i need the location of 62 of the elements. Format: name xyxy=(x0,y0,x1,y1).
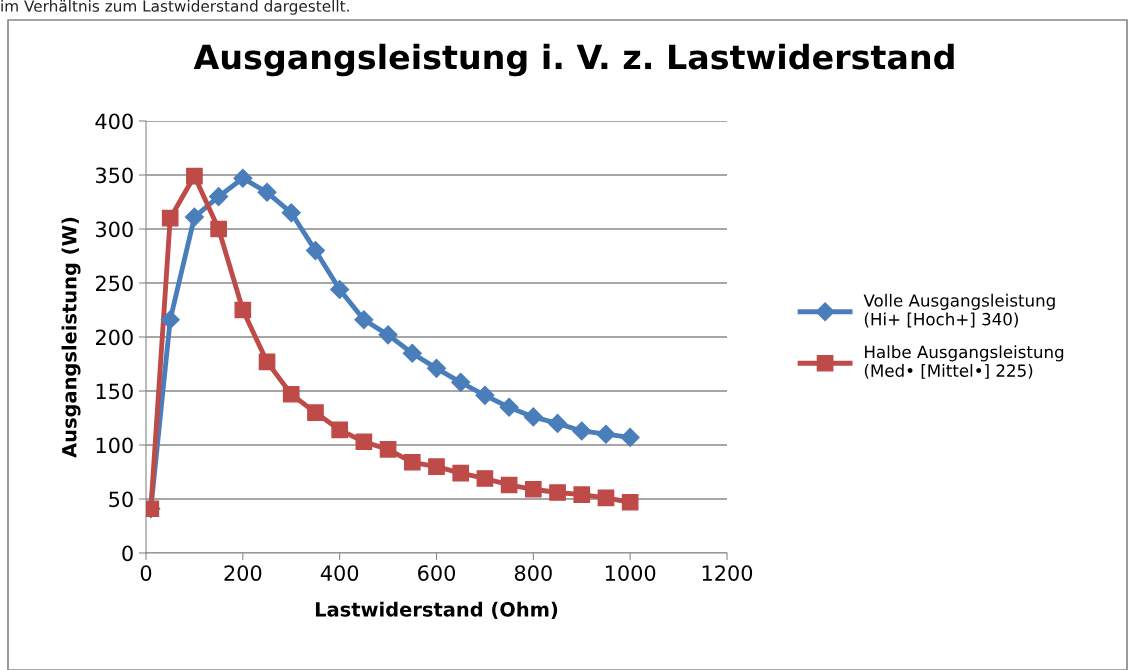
x-tick-label: 0 xyxy=(140,565,152,581)
y-axis-title: Ausgangsleistung (W) xyxy=(61,217,81,458)
point xyxy=(620,427,640,447)
y-tick-label: 50 xyxy=(109,491,133,508)
point xyxy=(258,353,276,371)
point xyxy=(160,310,180,330)
point xyxy=(281,203,301,223)
y-tick-label: 350 xyxy=(96,167,133,184)
x-tick-label: 200 xyxy=(224,565,262,581)
y-tick-label: 200 xyxy=(95,329,133,346)
legend-label: Volle Ausgangsleistung (Hi+ [Hoch+] 340) xyxy=(863,293,1055,328)
point xyxy=(209,187,229,207)
point xyxy=(524,480,542,498)
point xyxy=(330,279,350,300)
point xyxy=(378,325,398,345)
point xyxy=(549,484,566,501)
y-tick-label: 300 xyxy=(96,221,133,238)
text: im Verhältnis zum Lastwiderstand dargestellt. xyxy=(1,0,349,15)
point xyxy=(379,440,397,458)
y-tick-label: 250 xyxy=(95,275,133,292)
point xyxy=(257,182,277,202)
x-axis-title: Lastwiderstand (Ohm) xyxy=(315,601,558,619)
y-tick-label: 100 xyxy=(96,437,133,454)
point xyxy=(354,310,374,330)
point xyxy=(548,413,568,433)
point xyxy=(499,397,519,417)
y-tick-label: 150 xyxy=(96,383,133,400)
x-tick-label: 600 xyxy=(418,565,455,581)
point xyxy=(403,453,421,471)
point xyxy=(597,489,615,507)
point xyxy=(234,301,252,319)
point xyxy=(184,207,204,227)
point xyxy=(621,493,639,511)
point xyxy=(161,209,179,227)
point xyxy=(210,220,227,238)
point xyxy=(572,421,592,441)
point xyxy=(402,343,422,363)
point xyxy=(523,407,543,427)
chart-title: Ausgangsleistung i. V. z. Lastwiderstand xyxy=(193,43,954,77)
point xyxy=(596,424,616,444)
point xyxy=(355,433,373,451)
x-tick-label: 400 xyxy=(320,565,359,581)
point xyxy=(573,486,591,504)
point xyxy=(452,464,470,482)
point xyxy=(305,241,325,261)
x-tick-label: 800 xyxy=(514,565,552,581)
x-tick-label: 1000 xyxy=(605,565,656,581)
point xyxy=(426,358,447,378)
point xyxy=(307,404,324,421)
point xyxy=(451,372,471,392)
point xyxy=(500,476,518,494)
legend-label: Halbe Ausgangsleistung (Med• [Mittel•] 225) xyxy=(864,345,1064,379)
point xyxy=(233,168,253,188)
point xyxy=(331,421,349,439)
point xyxy=(476,470,494,487)
point xyxy=(428,458,445,475)
x-tick-label: 1200 xyxy=(702,565,753,581)
point xyxy=(186,167,203,185)
point xyxy=(282,385,300,403)
point xyxy=(475,385,495,405)
y-tick-label: 400 xyxy=(95,113,133,130)
y-tick-label: 0 xyxy=(122,545,133,562)
